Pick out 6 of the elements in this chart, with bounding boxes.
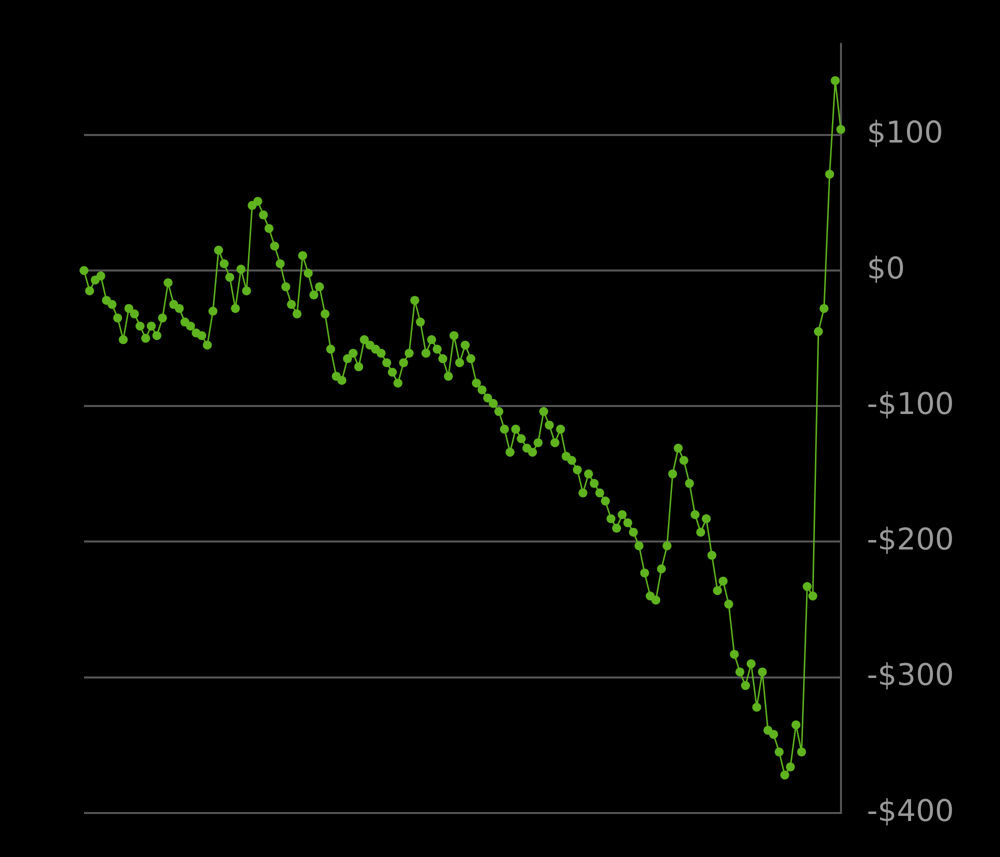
y-tick-label: $0 — [866, 251, 906, 286]
y-tick-label: -$400 — [866, 794, 954, 829]
y-tick-label: -$100 — [866, 386, 954, 422]
y-tick-label: -$300 — [866, 658, 954, 694]
y-tick-label: $100 — [866, 116, 944, 151]
y-tick-label: -$200 — [866, 522, 954, 558]
